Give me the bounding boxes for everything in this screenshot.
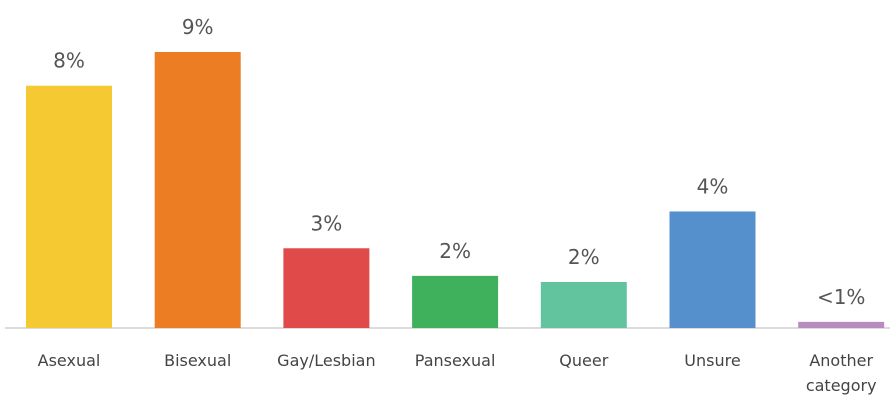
x-tick-label: Unsure — [684, 351, 741, 370]
x-tick-label: Bisexual — [164, 351, 232, 370]
x-tick-label: Gay/Lesbian — [277, 351, 376, 370]
x-tick-label: Queer — [559, 351, 609, 370]
value-label: 2% — [568, 245, 600, 269]
x-tick-label: Asexual — [37, 351, 101, 370]
x-tick-label: Pansexual — [414, 351, 496, 370]
value-label: 9% — [182, 15, 214, 39]
bar — [798, 321, 885, 328]
bar — [283, 248, 370, 328]
bar — [154, 52, 241, 328]
value-label: 3% — [311, 211, 343, 235]
value-label: 8% — [53, 49, 85, 73]
x-tick-label: Another category — [805, 351, 877, 395]
bar — [26, 85, 112, 328]
bar — [540, 282, 627, 328]
value-label: 2% — [439, 239, 471, 263]
value-label: <1% — [817, 285, 866, 309]
value-label: 4% — [697, 174, 729, 198]
bar — [669, 211, 756, 328]
bar — [412, 275, 499, 328]
